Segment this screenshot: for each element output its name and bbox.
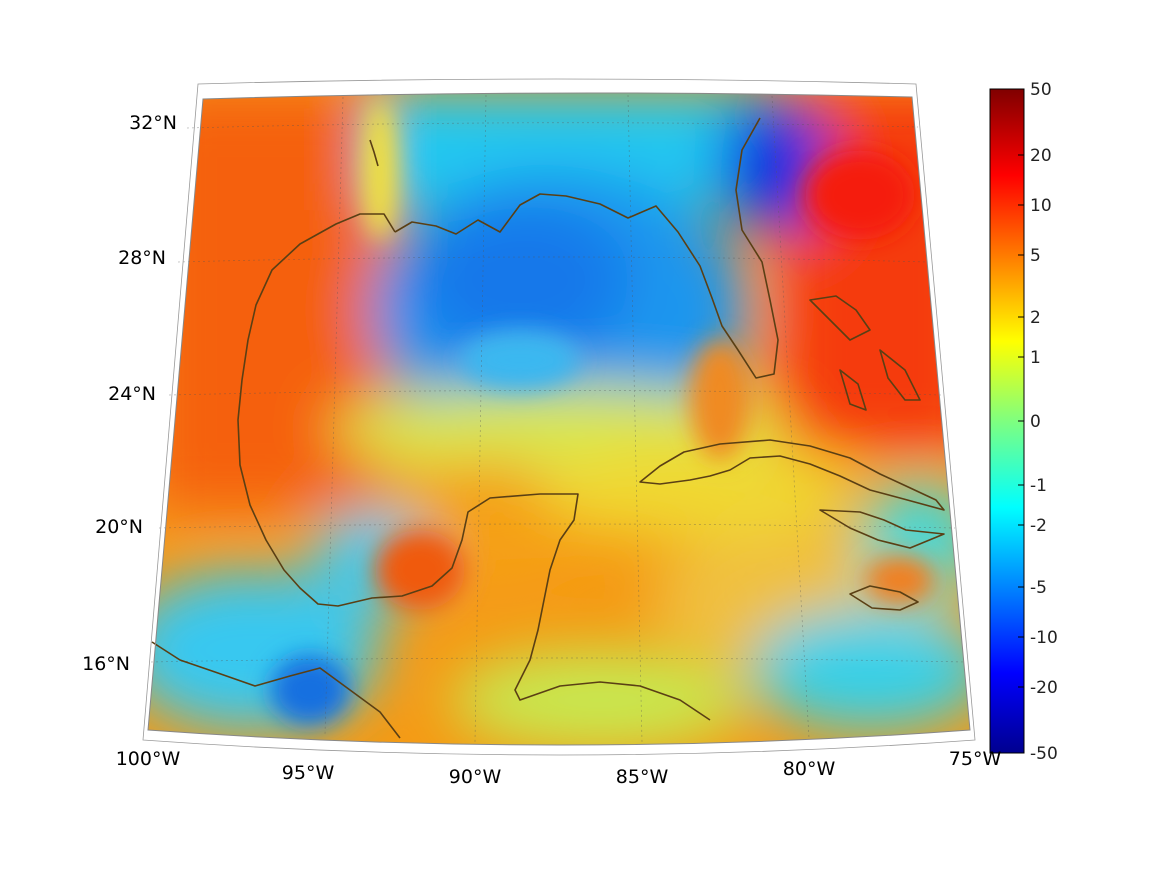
lat-label: 28°N (118, 247, 166, 269)
lat-label: 16°N (82, 653, 130, 675)
map-frame (147, 92, 971, 746)
lon-label: 75°W (949, 748, 1002, 770)
colorbar-tick-label: 1 (1030, 348, 1041, 368)
lon-label: 95°W (282, 762, 335, 784)
gridlines (150, 94, 966, 743)
lat-label: 20°N (95, 516, 143, 538)
colorbar-tick-label: 50 (1030, 80, 1052, 100)
data-field (148, 92, 970, 745)
colorbar-tick-label: -1 (1030, 476, 1047, 496)
coastlines (151, 117, 945, 739)
lon-label: 100°W (116, 748, 181, 770)
colorbar-tick-label: -2 (1030, 516, 1047, 536)
colorbar-tick-label: 20 (1030, 146, 1052, 166)
lat-label: 32°N (129, 112, 177, 134)
colorbar-tick-label: -5 (1030, 578, 1047, 598)
lon-label: 85°W (616, 766, 669, 788)
longitude-labels: 100°W 95°W 90°W 85°W 80°W 75°W (116, 748, 1002, 788)
map-frame-outer (142, 78, 976, 756)
lat-label: 24°N (108, 383, 156, 405)
colorbar-tick-label: 0 (1030, 412, 1041, 432)
latitude-labels: 32°N 28°N 24°N 20°N 16°N (82, 112, 177, 675)
colorbar-tick-label: -50 (1030, 744, 1058, 764)
lon-label: 80°W (783, 758, 836, 780)
colorbar (989, 88, 1025, 754)
colorbar-tick-label: -10 (1030, 628, 1058, 648)
colorbar-tick-label: -20 (1030, 678, 1058, 698)
colorbar-tick-label: 5 (1030, 246, 1041, 266)
lon-label: 90°W (449, 766, 502, 788)
colorbar-tick-label: 10 (1030, 196, 1052, 216)
colorbar-tick-label: 2 (1030, 308, 1041, 328)
